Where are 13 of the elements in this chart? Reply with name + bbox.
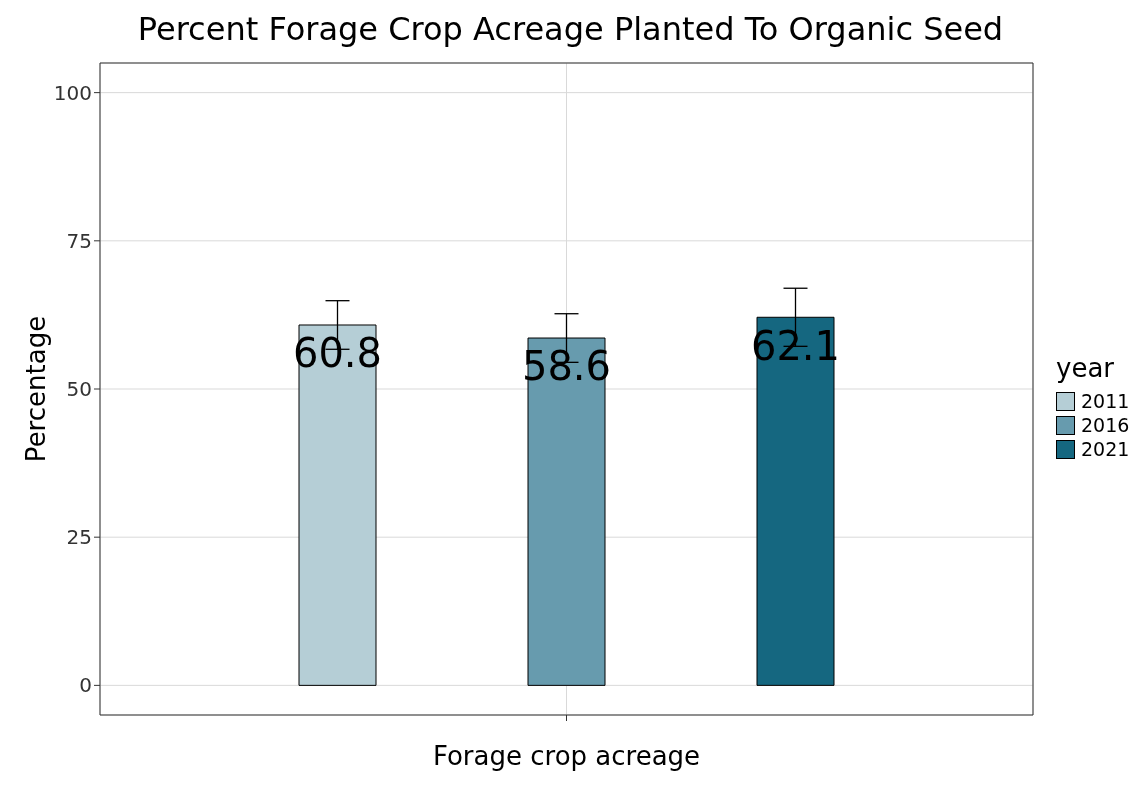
legend-label: 2016 xyxy=(1081,414,1130,436)
chart-title: Percent Forage Crop Acreage Planted To Organic Seed xyxy=(136,10,1005,48)
y-tick-label: 25 xyxy=(66,525,92,550)
legend-label: 2021 xyxy=(1081,438,1130,460)
y-tick-label: 0 xyxy=(79,673,92,698)
legend-title: year xyxy=(1056,353,1115,383)
legend-label: 2011 xyxy=(1081,390,1130,412)
y-tick-label: 50 xyxy=(66,377,92,402)
data-label: 60.8 xyxy=(292,330,383,377)
y-axis-title: Percentage xyxy=(21,315,52,463)
y-tick-label: 100 xyxy=(53,80,92,105)
x-axis-title: Forage crop acreage xyxy=(432,741,701,771)
y-tick-label: 75 xyxy=(66,228,92,253)
